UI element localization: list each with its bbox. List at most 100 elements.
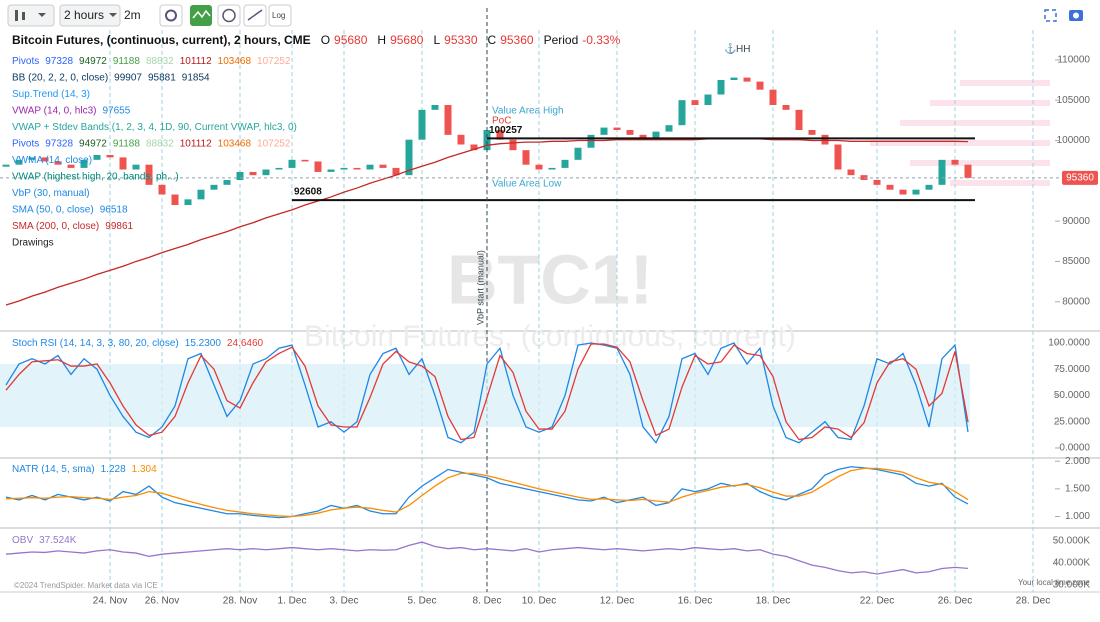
volume-profile: [870, 80, 1050, 186]
y-tick-label: 50.0000: [1054, 390, 1091, 401]
watermark-sub: Bitcoin Futures, (continuous, current): [304, 320, 796, 353]
timezone[interactable]: Your local time zone: [1018, 578, 1090, 587]
legend-label: Drawings: [12, 237, 54, 248]
value-area-low: Value Area Low: [492, 179, 562, 190]
legend-entry: VWAP (highest high, 20, bands, ph...): [12, 171, 179, 182]
price-bar: [132, 164, 140, 170]
price-bar: [912, 189, 920, 195]
range-label[interactable]: 2m: [124, 8, 141, 22]
legend-label: VWAP (14, 0, hlc3): [12, 105, 96, 116]
x-tick-label: 22. Dec: [860, 596, 894, 607]
price-bar: [145, 164, 153, 185]
icon: [1073, 12, 1079, 19]
ohlc-value: 95680: [334, 33, 368, 47]
legend-value: 107252: [257, 138, 291, 149]
vbp-start-label: VbP start (manual): [475, 250, 485, 325]
price-bar: [769, 89, 777, 105]
profile-bar: [960, 80, 1050, 86]
y-tick-label: 100000: [1057, 135, 1091, 146]
price-bar: [704, 94, 712, 105]
fullscreen-button[interactable]: [1044, 9, 1057, 22]
icon: [109, 13, 117, 17]
legend-value: 97328: [45, 56, 73, 67]
interval-label[interactable]: 2 hours: [64, 8, 104, 22]
legend-value: 1.228: [101, 464, 126, 475]
x-tick-label: 10. Dec: [522, 596, 556, 607]
legend-entry: Pivots 97328 94972 91188 88832 101112 103468 10…: [12, 138, 291, 149]
legend-label: VWAP + Stdev Bands (1, 2, 3, 4, 1D, 90, …: [12, 122, 297, 133]
price-bar: [652, 131, 660, 140]
toolbar: 2 hours 2m Log: [7, 4, 1083, 27]
settings-button[interactable]: [159, 4, 183, 27]
y-tick-label: 0.0000: [1059, 443, 1090, 454]
legend-label: VWAP (highest high, 20, bands, ph...): [12, 171, 179, 182]
log-label[interactable]: Log: [272, 11, 285, 20]
interval-button[interactable]: [59, 4, 121, 27]
legend-entry: BB (20, 2, 2, 0, close) 99907 95881 91854: [12, 72, 210, 83]
legend-label: OBV: [12, 535, 33, 546]
legend-entry: VWAP + Stdev Bands (1, 2, 3, 4, 1D, 90, …: [12, 122, 297, 133]
price-bar: [782, 105, 790, 110]
legend-entry: VbP (30, manual): [12, 188, 90, 199]
price-bar: [665, 125, 673, 132]
price-bar: [54, 161, 62, 165]
price-bar: [41, 157, 49, 162]
price-bar: [847, 169, 855, 176]
price-bar: [405, 139, 413, 176]
hh-label: HH: [736, 44, 750, 55]
price-bar: [470, 144, 478, 151]
value-area-high: Value Area High: [492, 106, 564, 117]
price-bar: [522, 150, 530, 165]
period-value: -0.33%: [582, 33, 620, 47]
price-bar: [600, 127, 608, 135]
legend-label: SMA (200, 0, close): [12, 221, 99, 232]
chart-type-button[interactable]: [7, 4, 55, 27]
profile-bar: [930, 100, 1050, 106]
price-bar: [210, 184, 218, 190]
profile-bar: [910, 160, 1050, 166]
y-tick-label: 25.0000: [1054, 416, 1091, 427]
price-bar: [574, 147, 582, 160]
legend-entry: SMA (50, 0, close) 96518: [12, 204, 128, 215]
y-tick-label: 40.000K: [1053, 558, 1091, 569]
legend-value: 37.524K: [39, 535, 77, 546]
x-tick-label: 24. Nov: [93, 596, 127, 607]
legend-value: 99861: [105, 221, 133, 232]
price-bar: [587, 134, 595, 148]
legend-entry: NATR (14, 5, sma) 1.228 1.304: [12, 464, 157, 475]
ohlc-key: H: [377, 33, 386, 47]
price-bar: [431, 105, 439, 110]
legend-label: NATR (14, 5, sma): [12, 464, 95, 475]
legend-entry: VWAP (14, 0, hlc3) 97655: [12, 105, 131, 116]
copyright: ©2024 TrendSpider. Market data via ICE: [14, 581, 158, 590]
legend-label: VbP (30, manual): [12, 188, 90, 199]
price-bar: [743, 77, 751, 82]
price-bar: [327, 169, 335, 172]
series-line: [5, 138, 969, 306]
icon: [22, 12, 25, 20]
ohlc-key: O: [321, 33, 330, 47]
price-bar: [821, 134, 829, 145]
clock-button[interactable]: [217, 4, 241, 27]
ohlc-key: L: [433, 33, 440, 47]
icon: [247, 9, 263, 21]
y-tick-label: 30.000K: [1053, 580, 1091, 591]
price-bar: [535, 164, 543, 170]
price-bar: [613, 127, 621, 130]
x-tick-label: 12. Dec: [600, 596, 634, 607]
legend-entry: Pivots 97328 94972 91188 88832 101112 103468 10…: [12, 56, 291, 67]
legend-label: Pivots: [12, 138, 39, 149]
price-bar: [886, 184, 894, 190]
ohlc-value: 95330: [444, 33, 478, 47]
price-bar: [67, 164, 75, 168]
price-bar: [106, 155, 114, 158]
price-bar: [184, 199, 192, 205]
x-tick-label: 26. Nov: [145, 596, 179, 607]
price-level-label: 92608: [294, 187, 322, 198]
price-bar: [808, 130, 816, 135]
legend-label: Sup.Trend (14, 3): [12, 89, 90, 100]
log-button[interactable]: [268, 4, 292, 27]
icon: [192, 9, 211, 19]
price-bar: [795, 109, 803, 130]
legend-value: 24.6460: [227, 338, 264, 349]
